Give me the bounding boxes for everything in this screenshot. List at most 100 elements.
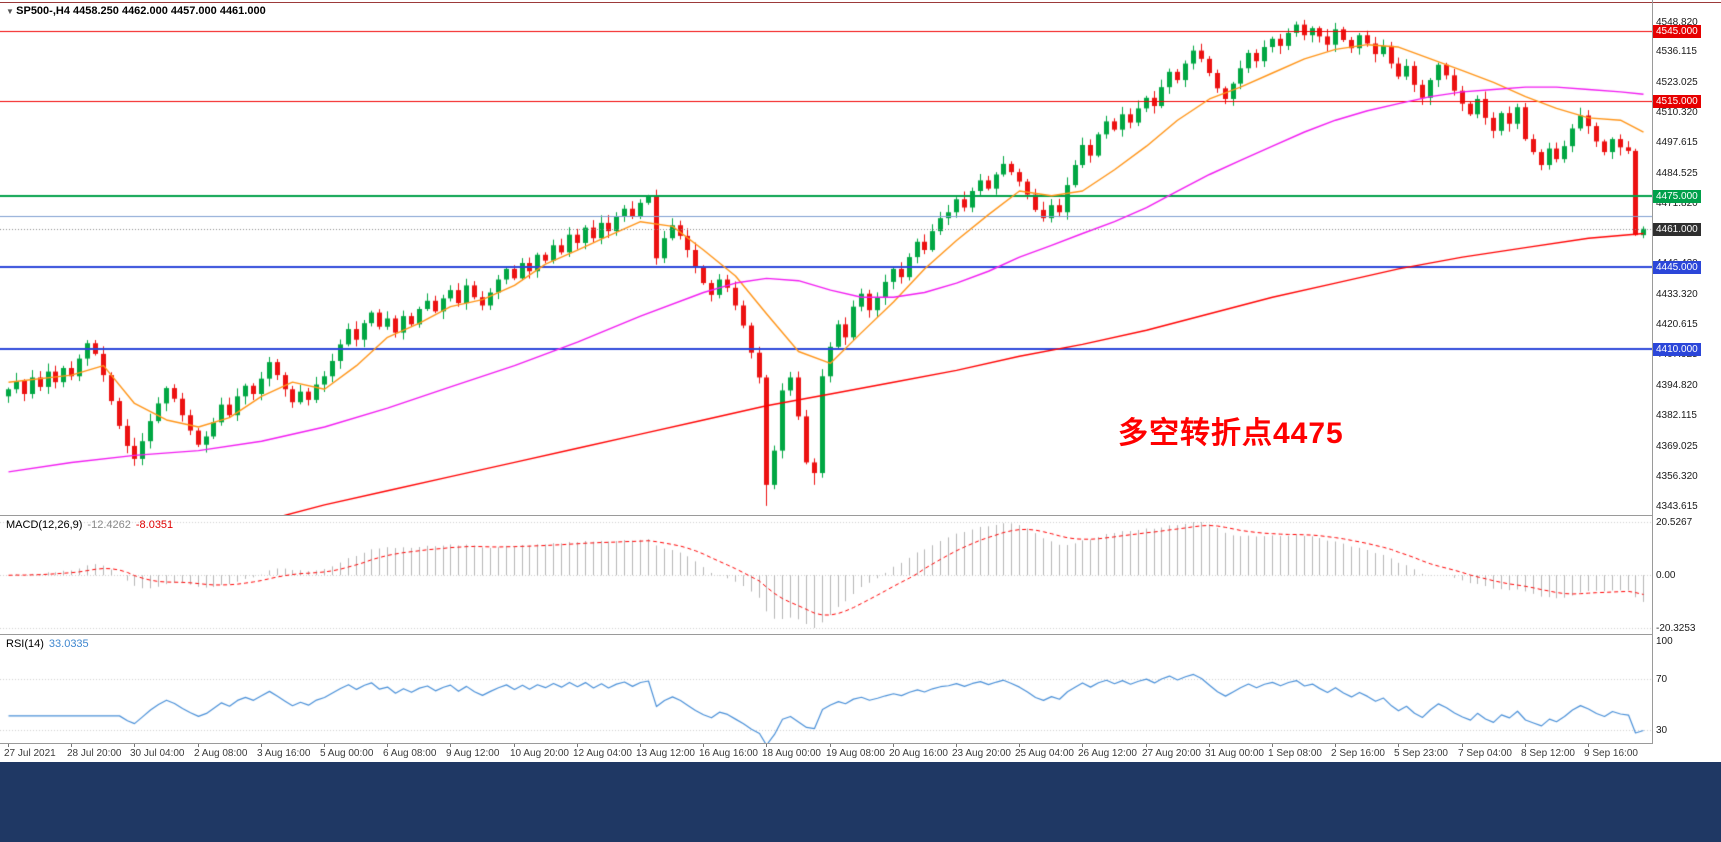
time-axis-label: 9 Sep 16:00	[1584, 748, 1638, 759]
time-axis-tick	[71, 744, 72, 747]
time-axis-label: 8 Sep 12:00	[1521, 748, 1575, 759]
price-axis-label: 4369.025	[1656, 440, 1698, 452]
price-axis-label: 4382.115	[1656, 409, 1697, 421]
time-axis-label: 5 Sep 23:00	[1394, 748, 1448, 759]
rsi-indicator-label: RSI(14) 33.0335	[6, 638, 89, 650]
time-axis-tick	[1272, 744, 1273, 747]
macd-main-value: -12.4262	[87, 519, 131, 531]
time-axis-label: 23 Aug 20:00	[952, 748, 1011, 759]
time-axis-label: 27 Jul 2021	[4, 748, 56, 759]
time-axis-label: 19 Aug 08:00	[826, 748, 885, 759]
time-axis-label: 18 Aug 00:00	[762, 748, 821, 759]
price-axis-border-line	[1652, 0, 1653, 744]
price-tag-4410.000: 4410.000	[1653, 343, 1701, 357]
rsi-pane-canvas[interactable]	[0, 635, 1652, 743]
main-chart-canvas[interactable]	[0, 0, 1652, 515]
time-axis-tick	[1398, 744, 1399, 747]
price-tag-4475.000: 4475.000	[1653, 189, 1701, 203]
time-axis-tick	[1462, 744, 1463, 747]
time-axis-tick	[1525, 744, 1526, 747]
time-axis-tick	[830, 744, 831, 747]
price-axis-label: 4343.615	[1656, 500, 1698, 512]
time-axis-tick	[1335, 744, 1336, 747]
pane-separator-macd-rsi[interactable]	[0, 634, 1652, 635]
rsi-name: RSI(14)	[6, 638, 44, 650]
price-axis-label: 4548.820	[1656, 16, 1698, 28]
time-axis-label: 30 Jul 04:00	[130, 748, 185, 759]
time-axis-tick	[198, 744, 199, 747]
time-axis-tick	[134, 744, 135, 747]
price-tag-4545.000: 4545.000	[1653, 24, 1701, 38]
time-axis-tick	[1588, 744, 1589, 747]
time-axis-tick	[8, 744, 9, 747]
macd-indicator-label: MACD(12,26,9) -12.4262 -8.0351	[6, 519, 173, 531]
symbol-dropdown-icon: ▼	[6, 7, 17, 16]
time-axis-label: 6 Aug 08:00	[383, 748, 437, 759]
time-axis-label: 2 Sep 16:00	[1331, 748, 1385, 759]
price-axis-label: 4536.115	[1656, 46, 1697, 58]
time-axis-label: 3 Aug 16:00	[257, 748, 311, 759]
price-axis-label: 4394.820	[1656, 379, 1698, 391]
price-axis[interactable]: 4548.820 4536.115 4523.025 4510.320 4497.615…	[1653, 0, 1721, 762]
time-axis-label: 12 Aug 04:00	[573, 748, 632, 759]
ohlc-values: 4458.250 4462.000 4457.000 4461.000	[73, 5, 266, 17]
time-axis-tick	[577, 744, 578, 747]
current-price-tag: 4461.000	[1653, 222, 1701, 236]
price-axis-label: 4497.615	[1656, 137, 1698, 149]
time-axis-tick	[1019, 744, 1020, 747]
price-tag-4515.000: 4515.000	[1653, 95, 1701, 109]
time-axis-tick	[514, 744, 515, 747]
time-axis-label: 2 Aug 08:00	[194, 748, 248, 759]
chart-annotation-text: 多空转折点4475	[1118, 417, 1344, 450]
time-axis-label: 5 Aug 00:00	[320, 748, 374, 759]
time-axis-label: 10 Aug 20:00	[510, 748, 569, 759]
price-axis-label: 4433.320	[1656, 289, 1698, 301]
time-axis-tick	[1209, 744, 1210, 747]
time-axis-tick	[956, 744, 957, 747]
time-axis-label: 20 Aug 16:00	[889, 748, 948, 759]
price-axis-label: 4420.615	[1656, 319, 1698, 331]
macd-name: MACD(12,26,9)	[6, 519, 83, 531]
pane-separator-main-macd[interactable]	[0, 515, 1652, 516]
time-axis-label: 13 Aug 12:00	[636, 748, 695, 759]
time-axis[interactable]: 27 Jul 2021 28 Jul 20:00 30 Jul 04:00 2 Aug…	[0, 744, 1652, 762]
time-axis-label: 7 Sep 04:00	[1458, 748, 1512, 759]
pane-separator-rsi-timeaxis	[0, 743, 1652, 744]
time-axis-label: 25 Aug 04:00	[1015, 748, 1074, 759]
price-axis-label: 4356.320	[1656, 470, 1698, 482]
time-axis-tick	[324, 744, 325, 747]
macd-axis-label: -20.3253	[1656, 623, 1696, 634]
symbol-period-label: SP500-,H4	[16, 5, 70, 17]
price-axis-label: 4471.820	[1656, 198, 1698, 210]
time-axis-label: 16 Aug 16:00	[699, 748, 758, 759]
time-axis-label: 26 Aug 12:00	[1078, 748, 1137, 759]
macd-pane-canvas[interactable]	[0, 516, 1652, 634]
rsi-axis-label: 70	[1656, 674, 1668, 686]
time-axis-tick	[893, 744, 894, 747]
macd-axis-label: 20.5267	[1656, 517, 1693, 528]
time-axis-label: 28 Jul 20:00	[67, 748, 122, 759]
time-axis-tick	[1146, 744, 1147, 747]
time-axis-tick	[1082, 744, 1083, 747]
price-tag-4445.000: 4445.000	[1653, 260, 1701, 274]
time-axis-tick	[387, 744, 388, 747]
macd-signal-value: -8.0351	[135, 519, 174, 531]
price-axis-label: 4484.525	[1656, 168, 1698, 180]
time-axis-tick	[261, 744, 262, 747]
macd-axis-label: 0.00	[1656, 570, 1676, 582]
time-axis-label: 27 Aug 20:00	[1142, 748, 1201, 759]
time-axis-tick	[766, 744, 767, 747]
rsi-axis-label: 30	[1656, 725, 1668, 737]
time-axis-label: 31 Aug 00:00	[1205, 748, 1264, 759]
time-axis-label: 1 Sep 08:00	[1268, 748, 1322, 759]
time-axis-tick	[450, 744, 451, 747]
price-axis-label: 4523.025	[1656, 77, 1698, 89]
time-axis-label: 9 Aug 12:00	[446, 748, 500, 759]
chart-title: ▼ SP500-,H4 4458.250 4462.000 4457.000 4…	[6, 5, 266, 17]
bottom-background-bar	[0, 762, 1721, 842]
time-axis-tick	[640, 744, 641, 747]
rsi-value: 33.0335	[48, 638, 89, 650]
time-axis-tick	[703, 744, 704, 747]
rsi-axis-label: 100	[1656, 636, 1673, 648]
